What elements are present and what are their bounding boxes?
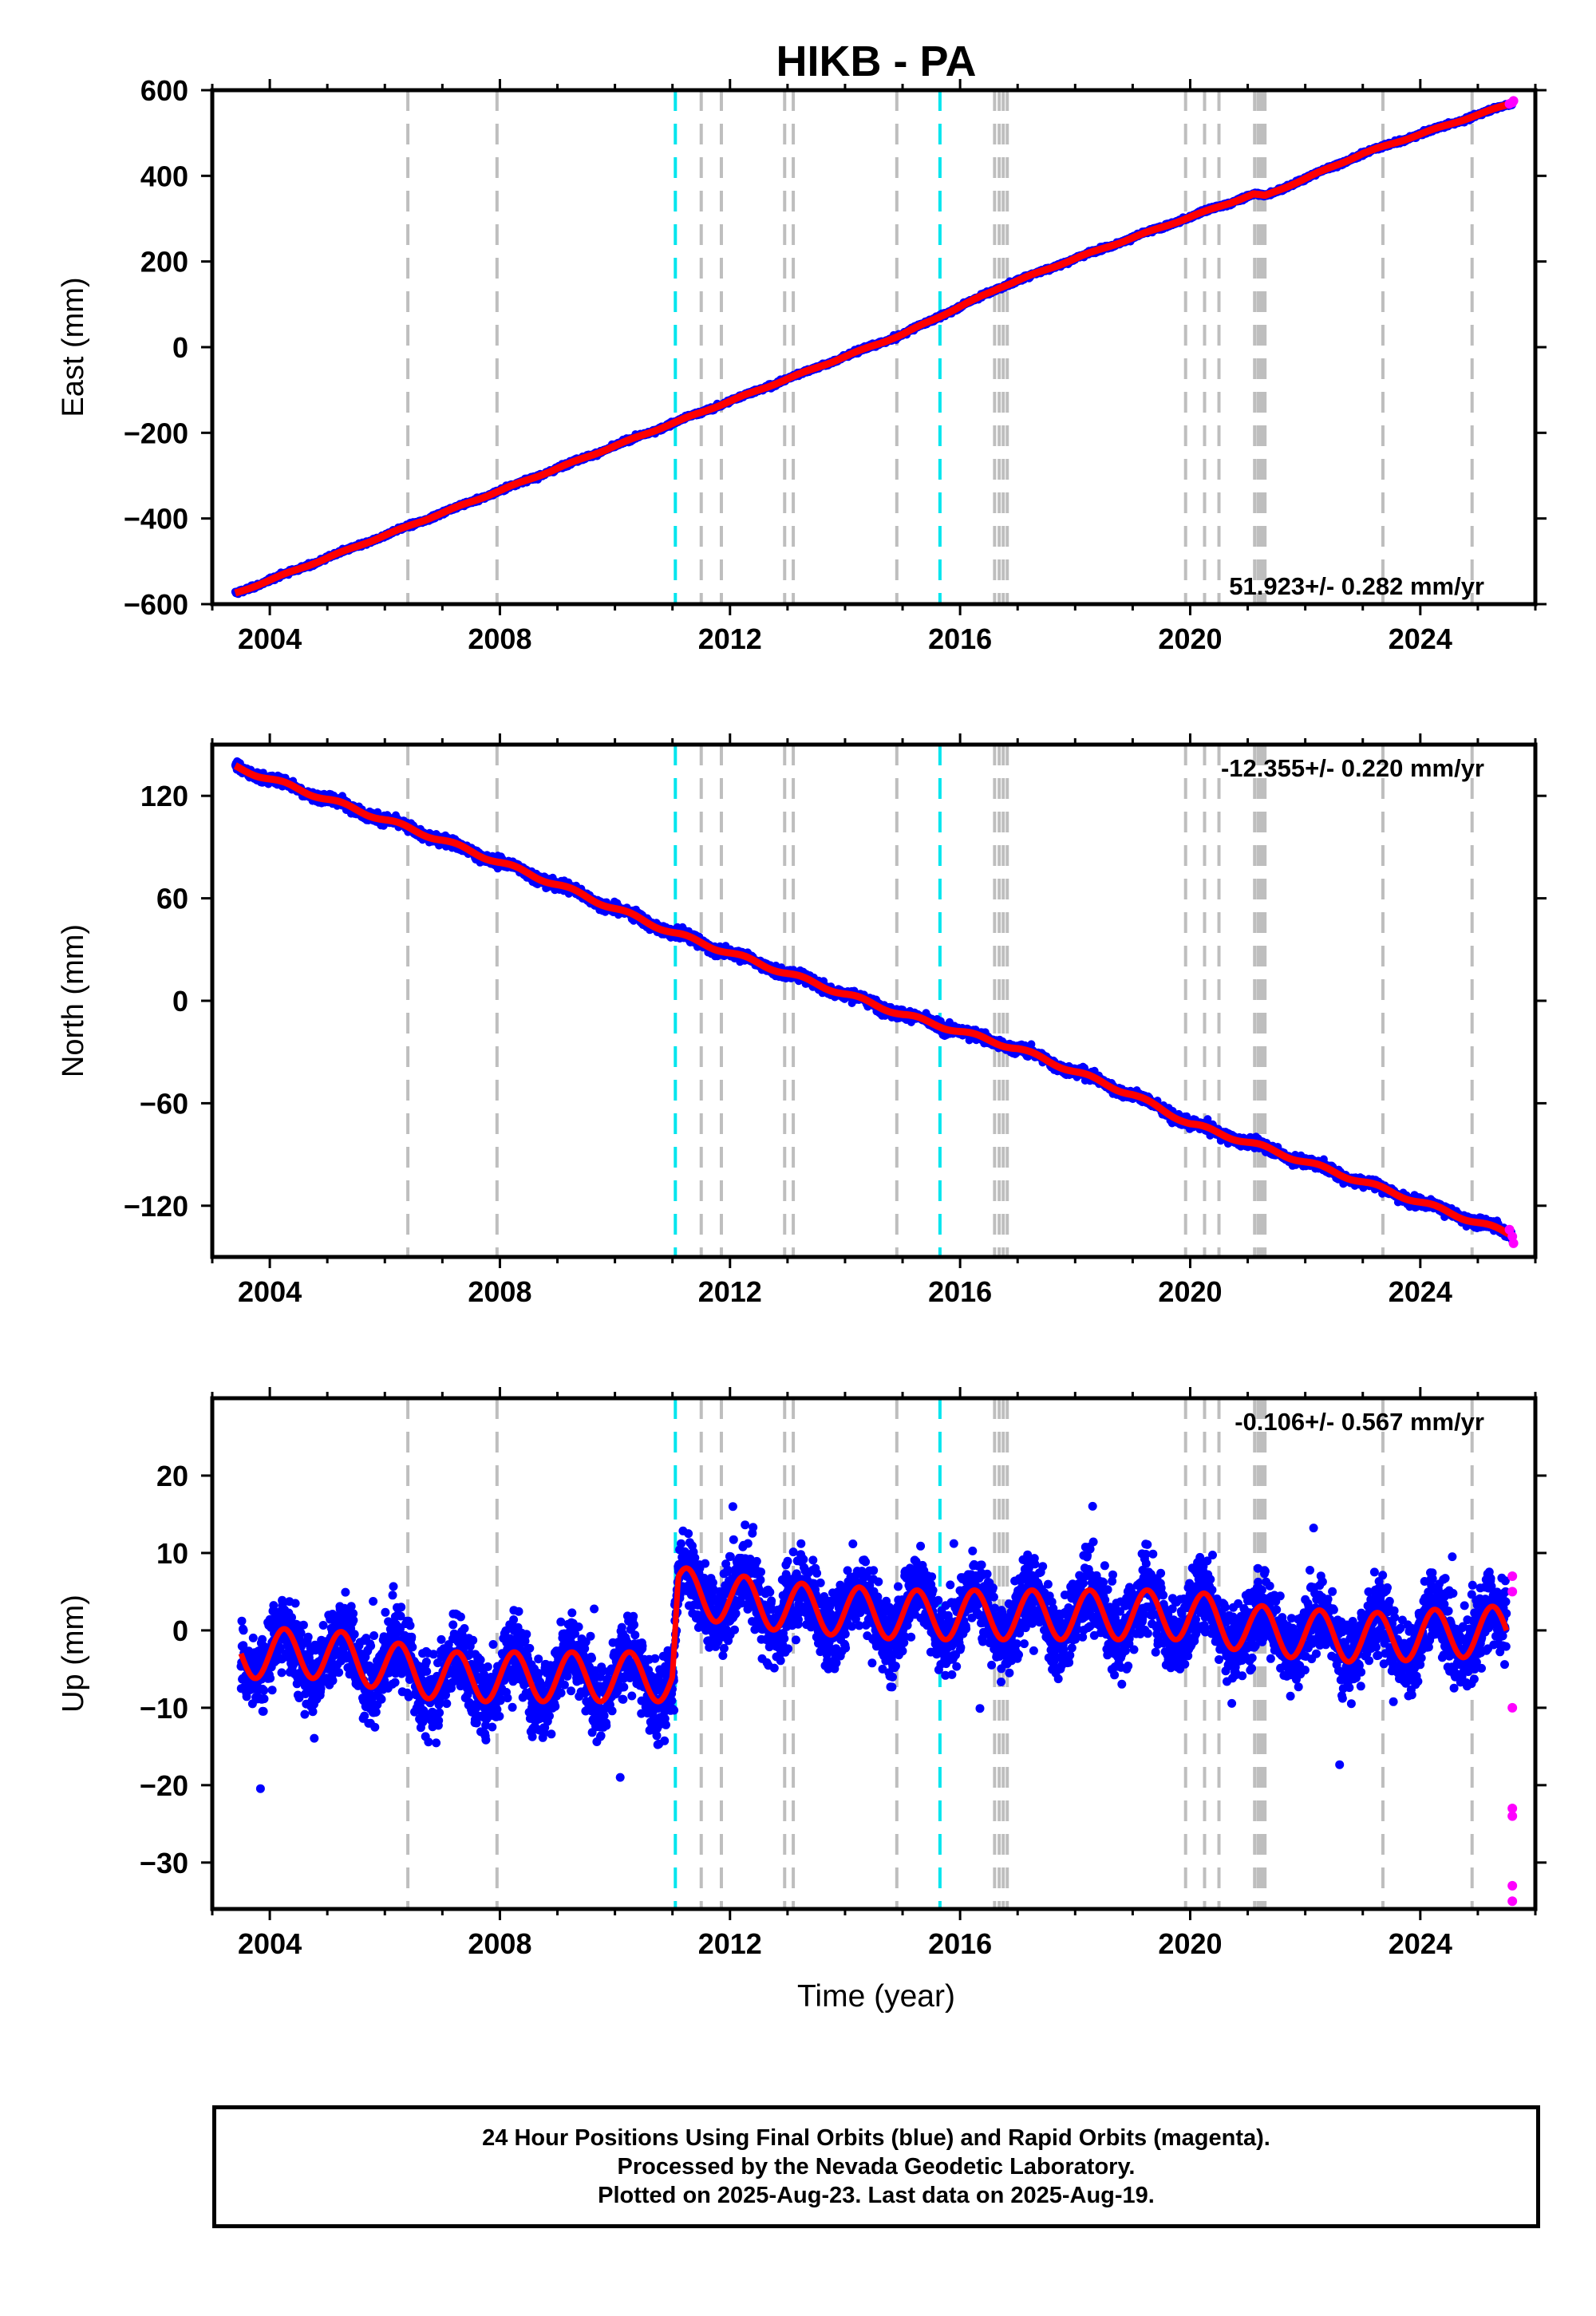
x-tick-label: 2024 [1389,622,1452,655]
y-tick-label: −400 [124,503,188,536]
y-tick-label: −200 [124,417,188,449]
y-axis-label: East (mm) [57,277,90,417]
y-tick-label: 400 [140,160,188,192]
x-tick-label: 2012 [698,622,762,655]
y-tick-label: 600 [140,74,188,107]
x-tick-label: 2016 [928,622,992,655]
chart-title: HIKB - PA [776,38,977,85]
y-tick-label: 0 [172,331,188,364]
y-tick-label: 200 [140,246,188,279]
rapid-orbits-series [1504,96,1519,109]
east-panel: −600 −400 −200 0 200 400 600 2004 2008 2012 2016 20… [57,74,1547,655]
rapid-orbit-point [1508,96,1519,106]
y-tick-label: −600 [124,588,188,621]
plot-area [231,90,1519,604]
rate-label: 51.923+/- 0.282 mm/yr [1229,572,1484,600]
x-tick-label: 2020 [1158,622,1222,655]
x-tick-label: 2008 [468,622,531,655]
plot-area [231,745,1519,1257]
x-tick-label: 2004 [238,622,302,655]
model-fit-line [232,100,1515,597]
